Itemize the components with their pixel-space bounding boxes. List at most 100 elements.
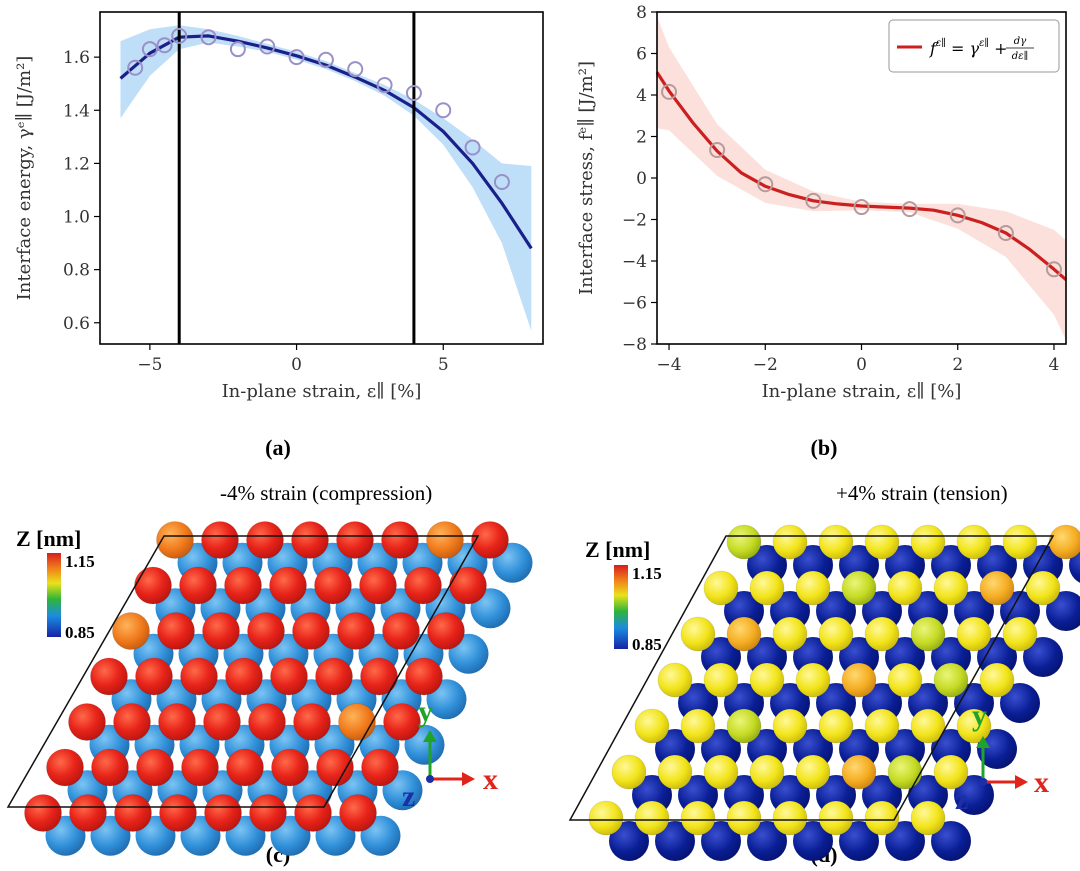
stress-ytick-label: 2 xyxy=(636,128,647,148)
colorbar-c-min: 0.85 xyxy=(65,623,95,642)
lattice-d-top-atom xyxy=(611,754,647,790)
axis-d-x-label: x xyxy=(1034,766,1049,799)
lattice-d-top-atom xyxy=(1002,524,1038,560)
axis-c-x-head xyxy=(462,772,475,786)
lattice-c-top-atom xyxy=(159,794,197,832)
lattice-d-top-atom xyxy=(703,662,739,698)
lattice-d-top-atom xyxy=(933,570,969,606)
lattice-d-top-atom xyxy=(864,616,900,652)
lattice-c-top-atom xyxy=(339,794,377,832)
lattice-d-top-atom xyxy=(956,616,992,652)
energy-xtick-label: −5 xyxy=(137,355,162,375)
lattice-c-top-atom xyxy=(112,612,150,650)
stress-ytick-label: −4 xyxy=(622,252,647,272)
legend-frac-den: dε∥ xyxy=(1012,50,1028,62)
panel-label-a: (a) xyxy=(265,435,291,460)
lattice-tension: +4% strain (tension) Z [nm] 1.15 0.85 y … xyxy=(568,481,1080,861)
lattice-c-top-atom xyxy=(248,703,286,741)
lattice-d-top-atom xyxy=(1025,570,1061,606)
lattice-c-top-atom xyxy=(337,612,375,650)
energy-plot-frame xyxy=(99,11,544,345)
lattice-d-top-atom xyxy=(910,708,946,744)
lattice-d-top-atom xyxy=(634,800,670,836)
stress-ytick-label: −6 xyxy=(622,294,647,314)
lattice-d-top-atom xyxy=(680,616,716,652)
lattice-d-top-atom xyxy=(680,708,716,744)
lattice-c-top-atom xyxy=(225,657,263,696)
energy-data-point xyxy=(259,38,276,55)
lattice-c-top-atom xyxy=(134,566,172,605)
lattice-d-bottom-atom xyxy=(747,821,787,861)
lattice-c-top-atom xyxy=(202,612,240,650)
lattice-c-top-atom xyxy=(383,703,421,741)
energy-data-point xyxy=(141,41,158,58)
lattice-d-top-atom xyxy=(910,616,946,652)
lattice-d-top-atom xyxy=(726,800,762,836)
lattice-c-top-atom xyxy=(204,794,242,832)
lattice-d-top-atom xyxy=(841,662,877,698)
lattice-d-top-atom xyxy=(887,570,923,606)
lattice-d-top-atom xyxy=(933,662,969,698)
stress-data-point xyxy=(901,201,918,218)
lattice-d-top-atom xyxy=(818,524,854,560)
lattice-d-top-atom xyxy=(726,616,762,652)
colorbar-c-title: Z [nm] xyxy=(16,526,81,551)
lattice-c-top-atom xyxy=(157,612,195,650)
stress-ytick-label: 6 xyxy=(636,45,647,65)
energy-data-point xyxy=(493,173,510,190)
legend-frac-num: dγ xyxy=(1014,36,1026,47)
lattice-c-top-atom xyxy=(203,703,241,741)
energy-data-point xyxy=(376,77,393,94)
lattice-c-top-atom xyxy=(226,748,264,787)
energy-y-axis-label: Interface energy, γᵉ∥ [J/m²] xyxy=(14,56,35,301)
stress-xtick-label: 2 xyxy=(952,355,963,375)
lattice-c-top-atom xyxy=(405,657,443,696)
lattice-c-top-atom xyxy=(293,703,331,741)
lattice-d-top-atom xyxy=(818,616,854,652)
lattice-d-bottom-atom xyxy=(977,729,1017,769)
lattice-d-top-atom xyxy=(703,754,739,790)
energy-ytick-label: 1.0 xyxy=(63,208,90,228)
lattice-d-top-atom xyxy=(887,662,923,698)
lattice-c-top-atom xyxy=(69,794,107,832)
lattice-c-top-atom xyxy=(471,521,509,559)
stress-data-point xyxy=(805,192,822,209)
lattice-d-top-atom xyxy=(864,524,900,560)
lattice-d-top-atom xyxy=(864,800,900,836)
lattice-c-top-atom xyxy=(247,612,285,650)
lattice-c-top-atom xyxy=(291,521,329,559)
stress-data-point xyxy=(853,199,870,216)
stress-uncertainty-band xyxy=(657,16,1066,340)
lattice-d-top-atom xyxy=(1002,616,1038,652)
lattice-c-top-atom xyxy=(338,703,376,741)
axis-d-y-head xyxy=(976,736,990,748)
lattice-c-top-atom xyxy=(361,748,399,787)
lattice-d-top-atom xyxy=(726,524,762,560)
lattice-d-bottom-atom xyxy=(1000,683,1040,723)
lattice-c-top-atom xyxy=(449,566,487,605)
lattice-d-top-atom xyxy=(680,800,716,836)
lattice-d-top-atom xyxy=(795,662,831,698)
stress-xtick-label: 4 xyxy=(1049,355,1060,375)
stress-plot: −4 −2 0 2 4 −8 −6 −4 −2 0 2 4 6 8 In-plane strain, ε∥ … xyxy=(576,3,1068,402)
lattice-c-top-atom xyxy=(136,748,174,787)
lattice-c-top-atom xyxy=(91,748,129,787)
lattice-d-top-atom xyxy=(588,800,624,836)
colorbar-c-max: 1.15 xyxy=(65,552,95,571)
lattice-c-top-atom xyxy=(224,566,262,605)
lattice-d-top-atom xyxy=(795,754,831,790)
stress-legend: fε∥ = γε∥ + dγ dε∥ xyxy=(888,19,1060,73)
energy-ytick-label: 0.6 xyxy=(63,314,90,334)
axis-c-z-label: z xyxy=(402,780,415,813)
stress-fit-line xyxy=(655,71,1068,281)
energy-data-point xyxy=(288,49,305,66)
lattice-d-top-atom xyxy=(956,524,992,560)
lattice-c-top-atom xyxy=(271,748,309,787)
energy-data-point xyxy=(435,102,452,119)
lattice-c-top-atom xyxy=(46,748,84,787)
energy-data-point xyxy=(156,37,173,54)
energy-ytick-label: 1.6 xyxy=(63,48,90,68)
lattice-d-top-atom xyxy=(795,570,831,606)
lattice-d-top-atom xyxy=(1048,524,1080,560)
lattice-c-top-atom xyxy=(181,748,219,787)
